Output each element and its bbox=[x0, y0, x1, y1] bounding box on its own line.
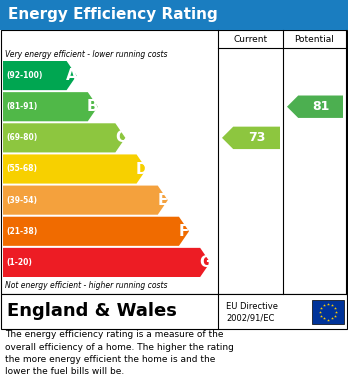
Text: Current: Current bbox=[234, 34, 268, 43]
Text: England & Wales: England & Wales bbox=[7, 303, 177, 321]
Text: Potential: Potential bbox=[294, 34, 334, 43]
Text: (55-68): (55-68) bbox=[6, 165, 37, 174]
Text: (92-100): (92-100) bbox=[6, 71, 42, 80]
Polygon shape bbox=[3, 248, 210, 277]
Text: (39-54): (39-54) bbox=[6, 196, 37, 204]
Text: EU Directive: EU Directive bbox=[226, 302, 278, 311]
Text: (69-80): (69-80) bbox=[6, 133, 37, 142]
Text: Not energy efficient - higher running costs: Not energy efficient - higher running co… bbox=[5, 281, 167, 290]
Text: A: A bbox=[66, 68, 78, 83]
Text: Energy Efficiency Rating: Energy Efficiency Rating bbox=[8, 7, 218, 23]
Text: The energy efficiency rating is a measure of the
overall efficiency of a home. T: The energy efficiency rating is a measur… bbox=[5, 330, 234, 377]
Text: D: D bbox=[135, 161, 148, 176]
Text: Very energy efficient - lower running costs: Very energy efficient - lower running co… bbox=[5, 50, 167, 59]
Text: (21-38): (21-38) bbox=[6, 227, 37, 236]
FancyBboxPatch shape bbox=[312, 300, 344, 323]
Text: 73: 73 bbox=[248, 131, 265, 144]
Text: 2002/91/EC: 2002/91/EC bbox=[226, 313, 274, 322]
Polygon shape bbox=[3, 217, 189, 246]
Text: 81: 81 bbox=[312, 100, 329, 113]
Bar bbox=[1, 30, 347, 294]
Polygon shape bbox=[3, 61, 77, 90]
Text: E: E bbox=[158, 193, 168, 208]
Polygon shape bbox=[3, 186, 168, 215]
Text: B: B bbox=[87, 99, 98, 114]
Polygon shape bbox=[3, 92, 98, 121]
Text: (1-20): (1-20) bbox=[6, 258, 32, 267]
Polygon shape bbox=[3, 123, 125, 152]
Bar bbox=[1, 294, 347, 329]
Bar bbox=[0, 0, 348, 30]
Polygon shape bbox=[222, 127, 280, 149]
Polygon shape bbox=[3, 154, 147, 183]
Text: (81-91): (81-91) bbox=[6, 102, 37, 111]
Text: F: F bbox=[179, 224, 189, 239]
Polygon shape bbox=[287, 95, 343, 118]
Text: C: C bbox=[115, 130, 126, 145]
Text: G: G bbox=[199, 255, 211, 270]
